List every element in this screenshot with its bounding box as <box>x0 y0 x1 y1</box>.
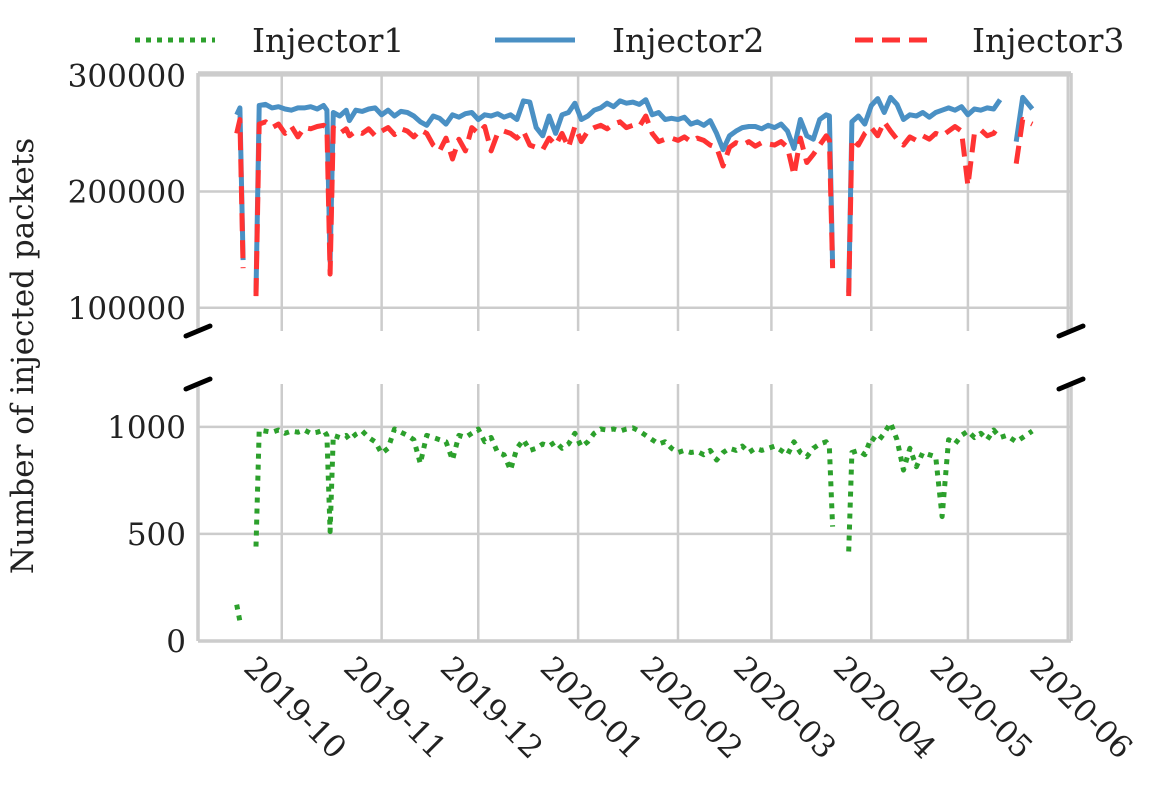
top-panel: 100000 200000 300000 <box>68 58 1086 339</box>
y-tick-label: 500 <box>127 517 186 553</box>
bottom-panel: 0 500 1000 <box>107 376 1086 660</box>
legend-label-injector3: Injector3 <box>972 21 1124 60</box>
x-tick-label: 2020-04 <box>826 650 943 767</box>
x-tick-label: 2020-05 <box>923 650 1040 767</box>
y-tick-label: 200000 <box>68 175 186 211</box>
legend-label-injector2: Injector2 <box>612 21 764 60</box>
series-line-injector3 <box>234 113 1034 297</box>
axis-break-mark <box>183 376 213 392</box>
legend-label-injector1: Injector1 <box>252 21 404 60</box>
y-tick-label: 100000 <box>68 291 186 327</box>
y-axis-label: Number of injected packets <box>5 138 41 574</box>
y-tick-label: 0 <box>166 624 186 660</box>
axis-break-mark <box>1056 323 1086 339</box>
x-tick-label: 2019-10 <box>237 650 354 767</box>
series-line-injector2 <box>234 94 1035 293</box>
x-tick-label: 2020-01 <box>533 650 650 767</box>
y-tick-label: 1000 <box>107 410 186 446</box>
axis-break-mark <box>1056 376 1086 392</box>
axis-break-mark <box>183 323 213 339</box>
x-tick-label: 2020-02 <box>633 650 750 767</box>
x-axis: 2019-102019-112019-122020-012020-022020-… <box>237 650 1140 767</box>
series-line-injector1 <box>234 420 1034 622</box>
x-tick-label: 2020-06 <box>1023 650 1140 767</box>
y-tick-label: 300000 <box>68 58 186 94</box>
x-tick-label: 2019-11 <box>336 650 453 767</box>
legend: Injector1 Injector2 Injector3 <box>135 21 1124 60</box>
x-tick-label: 2020-03 <box>726 650 843 767</box>
x-tick-label: 2019-12 <box>433 650 550 767</box>
